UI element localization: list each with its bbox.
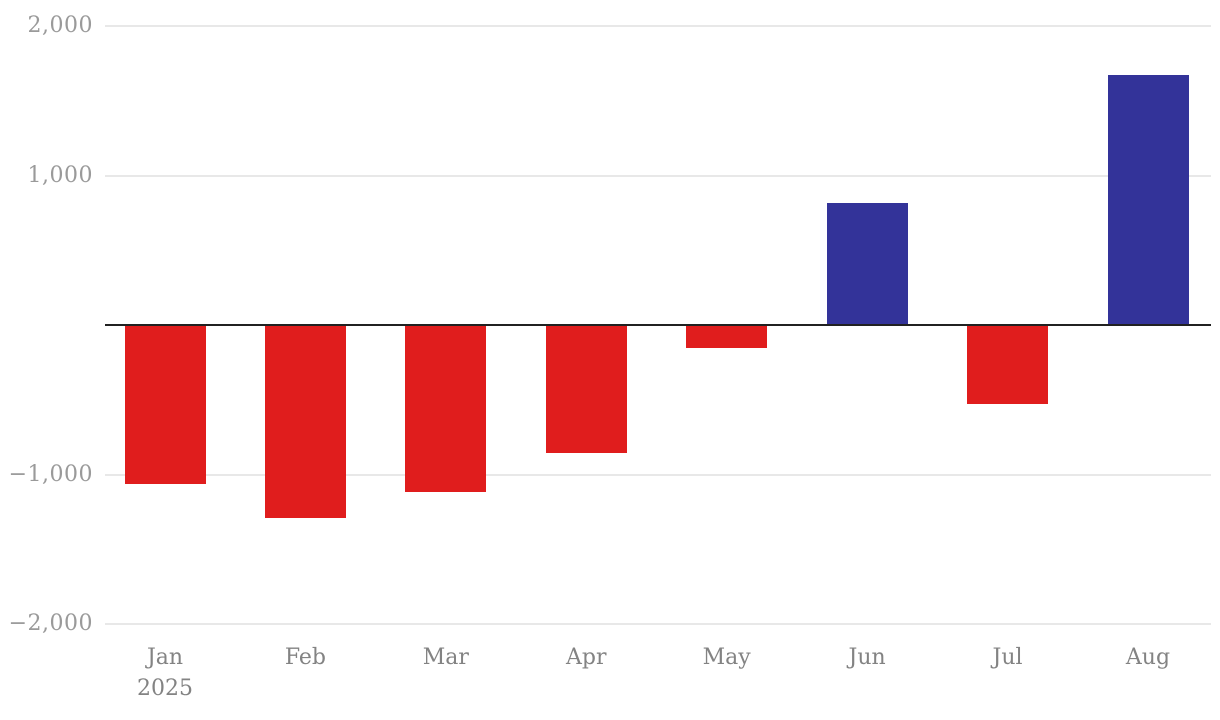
bar-aug xyxy=(1107,75,1189,325)
x-tick-year-label: 2025 xyxy=(137,676,193,701)
bar-mar xyxy=(405,325,487,492)
y-tick-label-1000: 1,000 xyxy=(27,162,93,188)
gridline--1000 xyxy=(105,473,1211,476)
x-tick-label-feb: Feb xyxy=(284,645,326,670)
bar-apr xyxy=(545,325,627,453)
x-tick-label-jun: Jun xyxy=(848,645,886,670)
bar-jul xyxy=(967,325,1049,405)
x-axis-zero-line xyxy=(105,324,1211,326)
y-tick-label-2000: 2,000 xyxy=(27,13,93,38)
y-tick-label--2000: −2,000 xyxy=(8,611,93,636)
x-tick-label-mar: Mar xyxy=(422,645,469,670)
bar-jan xyxy=(124,325,206,484)
gridline--2000 xyxy=(105,623,1211,625)
gridline-2000 xyxy=(105,25,1211,27)
bar-jun xyxy=(826,203,908,325)
gridline-1000 xyxy=(105,174,1211,177)
x-tick-label-jan: Jan 2025 xyxy=(105,642,225,704)
x-tick-label-jul: Jul xyxy=(992,645,1023,670)
x-tick-label-aug: Aug xyxy=(1125,645,1171,670)
y-tick-label--1000: −1,000 xyxy=(8,461,93,487)
bar-may xyxy=(686,325,768,349)
x-tick-label-apr: Apr xyxy=(566,645,607,670)
bar-feb xyxy=(264,325,346,518)
x-tick-label-may: May xyxy=(702,645,751,670)
